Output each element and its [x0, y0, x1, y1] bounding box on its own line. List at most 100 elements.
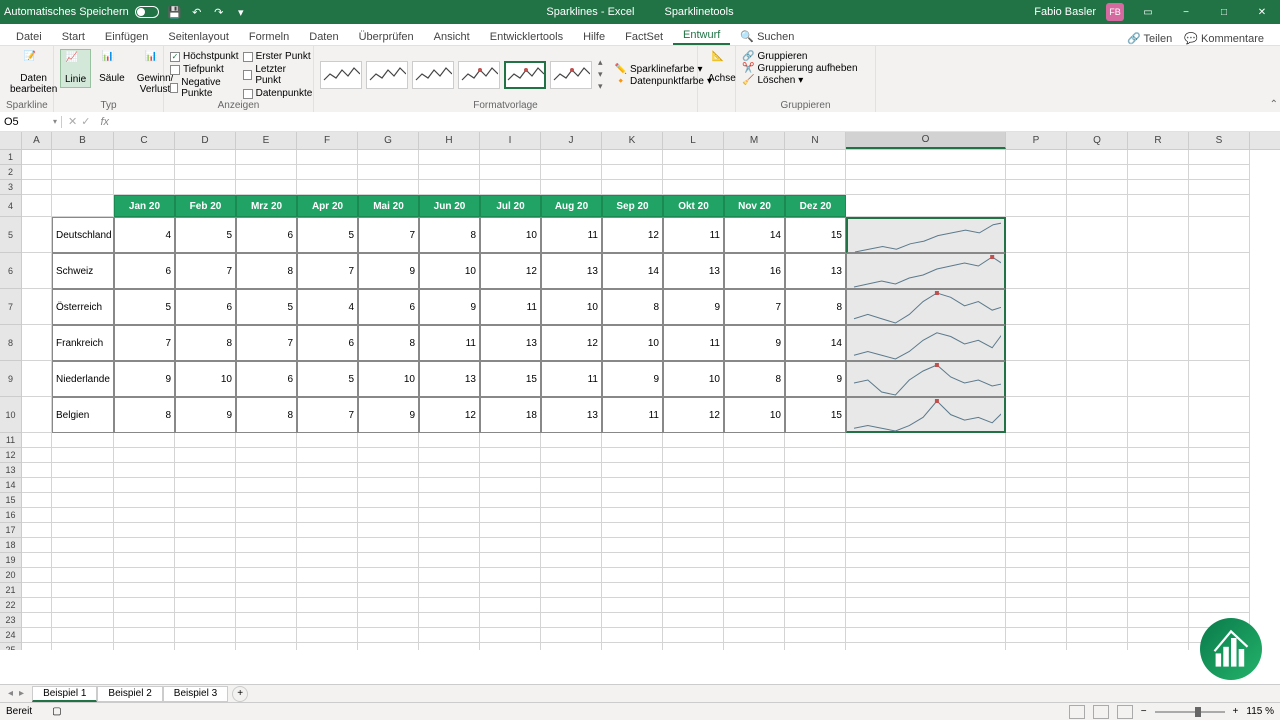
- menu-tab-einfügen[interactable]: Einfügen: [95, 29, 158, 45]
- select-all-button[interactable]: [0, 132, 22, 149]
- table-header[interactable]: Dez 20: [785, 195, 846, 217]
- cell[interactable]: [175, 613, 236, 628]
- row-header-17[interactable]: 17: [0, 523, 22, 538]
- data-cell[interactable]: 10: [724, 397, 785, 433]
- cell[interactable]: [480, 433, 541, 448]
- cell[interactable]: [297, 538, 358, 553]
- table-header[interactable]: Feb 20: [175, 195, 236, 217]
- cell[interactable]: [480, 568, 541, 583]
- cell[interactable]: [602, 583, 663, 598]
- data-cell[interactable]: 11: [541, 217, 602, 253]
- cell[interactable]: [236, 448, 297, 463]
- data-cell[interactable]: 8: [419, 217, 480, 253]
- cell[interactable]: [22, 553, 52, 568]
- cell[interactable]: [175, 150, 236, 165]
- cell[interactable]: [602, 448, 663, 463]
- cell[interactable]: [1189, 397, 1250, 433]
- data-cell[interactable]: 6: [236, 361, 297, 397]
- data-cell[interactable]: 10: [663, 361, 724, 397]
- cell[interactable]: [1067, 613, 1128, 628]
- cell[interactable]: [1067, 598, 1128, 613]
- table-header[interactable]: Jul 20: [480, 195, 541, 217]
- cell[interactable]: [419, 583, 480, 598]
- cell[interactable]: [22, 195, 52, 217]
- cell[interactable]: [52, 643, 114, 650]
- cell[interactable]: [724, 583, 785, 598]
- cell[interactable]: [785, 583, 846, 598]
- cell[interactable]: [1128, 217, 1189, 253]
- cell[interactable]: [1006, 325, 1067, 361]
- cell[interactable]: [52, 508, 114, 523]
- cell[interactable]: [1128, 165, 1189, 180]
- cell[interactable]: [1067, 568, 1128, 583]
- row-label[interactable]: Österreich: [52, 289, 114, 325]
- row-label[interactable]: Niederlande: [52, 361, 114, 397]
- cell[interactable]: [419, 493, 480, 508]
- data-cell[interactable]: 11: [419, 325, 480, 361]
- cell[interactable]: [22, 568, 52, 583]
- cell[interactable]: [1006, 583, 1067, 598]
- data-cell[interactable]: 11: [663, 217, 724, 253]
- cell[interactable]: [175, 165, 236, 180]
- cell[interactable]: [602, 493, 663, 508]
- cell[interactable]: [846, 478, 1006, 493]
- cell[interactable]: [1067, 195, 1128, 217]
- cell[interactable]: [1128, 538, 1189, 553]
- cell[interactable]: [114, 568, 175, 583]
- cell[interactable]: [52, 523, 114, 538]
- cell[interactable]: [175, 433, 236, 448]
- cell[interactable]: [114, 643, 175, 650]
- cell[interactable]: [480, 180, 541, 195]
- cell[interactable]: [846, 613, 1006, 628]
- cell[interactable]: [419, 478, 480, 493]
- cell[interactable]: [602, 478, 663, 493]
- cell[interactable]: [785, 448, 846, 463]
- cell[interactable]: [541, 613, 602, 628]
- cell[interactable]: [52, 180, 114, 195]
- cell[interactable]: [785, 613, 846, 628]
- cell[interactable]: [358, 553, 419, 568]
- search-box[interactable]: 🔍 Suchen: [730, 28, 804, 45]
- data-cell[interactable]: 6: [114, 253, 175, 289]
- row-header-1[interactable]: 1: [0, 150, 22, 165]
- data-cell[interactable]: 4: [297, 289, 358, 325]
- data-cell[interactable]: 12: [663, 397, 724, 433]
- cell[interactable]: [52, 538, 114, 553]
- cell[interactable]: [1006, 613, 1067, 628]
- page-break-view-icon[interactable]: [1117, 705, 1133, 719]
- cell[interactable]: [480, 583, 541, 598]
- cell[interactable]: [236, 553, 297, 568]
- cell[interactable]: [1067, 397, 1128, 433]
- cell[interactable]: [175, 180, 236, 195]
- cell[interactable]: [1128, 289, 1189, 325]
- row-header-3[interactable]: 3: [0, 180, 22, 195]
- table-header[interactable]: Sep 20: [602, 195, 663, 217]
- cell[interactable]: [1128, 433, 1189, 448]
- cell[interactable]: [22, 508, 52, 523]
- cell[interactable]: [1067, 523, 1128, 538]
- cell[interactable]: [1006, 538, 1067, 553]
- cell[interactable]: [724, 433, 785, 448]
- cell[interactable]: [724, 628, 785, 643]
- cell[interactable]: [1006, 478, 1067, 493]
- cell[interactable]: [419, 433, 480, 448]
- cell[interactable]: [419, 463, 480, 478]
- cell[interactable]: [1128, 598, 1189, 613]
- save-icon[interactable]: 💾: [169, 6, 181, 18]
- table-header[interactable]: Mai 20: [358, 195, 419, 217]
- cell[interactable]: [358, 478, 419, 493]
- page-layout-view-icon[interactable]: [1093, 705, 1109, 719]
- cell[interactable]: [663, 583, 724, 598]
- cell[interactable]: [1006, 553, 1067, 568]
- highpoint-checkbox[interactable]: ✓Höchstpunkt: [170, 51, 239, 62]
- sparkline-cell[interactable]: [846, 325, 1006, 361]
- cell[interactable]: [52, 493, 114, 508]
- data-cell[interactable]: 7: [358, 217, 419, 253]
- col-header-P[interactable]: P: [1006, 132, 1067, 149]
- cell[interactable]: [236, 523, 297, 538]
- cell[interactable]: [1006, 195, 1067, 217]
- zoom-in-icon[interactable]: +: [1233, 706, 1239, 717]
- cell[interactable]: [236, 478, 297, 493]
- cell[interactable]: [175, 628, 236, 643]
- cell[interactable]: [236, 180, 297, 195]
